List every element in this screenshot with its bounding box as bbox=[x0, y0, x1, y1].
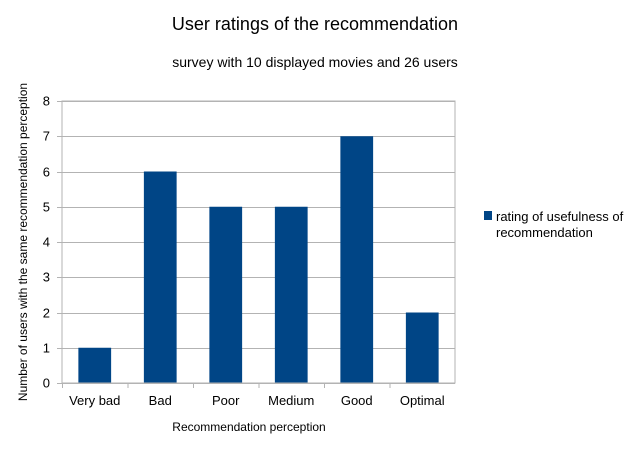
bars bbox=[78, 136, 439, 383]
y-tick-labels: 0 1 2 3 4 5 6 7 8 bbox=[43, 94, 50, 391]
bar-medium bbox=[274, 206, 308, 383]
y-tick-label: 7 bbox=[43, 129, 50, 144]
y-tick-label: 6 bbox=[43, 165, 50, 180]
y-tick-label: 5 bbox=[43, 200, 50, 215]
legend-label-line2: recommendation bbox=[496, 225, 593, 240]
x-tick-label: Bad bbox=[149, 393, 172, 408]
y-tick-label: 4 bbox=[43, 235, 50, 250]
legend: rating of usefulness of recommendation bbox=[484, 209, 624, 240]
x-axis-label: Recommendation perception bbox=[172, 420, 325, 434]
chart-subtitle: survey with 10 displayed movies and 26 u… bbox=[172, 54, 458, 70]
chart-title: User ratings of the recommendation bbox=[172, 14, 458, 34]
grid-lines bbox=[57, 101, 455, 384]
x-tick-label: Medium bbox=[268, 393, 314, 408]
y-tick-label: 3 bbox=[43, 270, 50, 285]
y-tick-label: 8 bbox=[43, 94, 50, 109]
x-tick-label: Optimal bbox=[400, 393, 445, 408]
bar-good bbox=[340, 136, 374, 383]
bar-poor bbox=[209, 206, 243, 383]
y-tick-label: 2 bbox=[43, 306, 50, 321]
y-tick-label: 1 bbox=[43, 341, 50, 356]
x-tick-labels: Very bad Bad Poor Medium Good Optimal bbox=[62, 383, 445, 408]
bar-optimal bbox=[405, 312, 439, 383]
x-tick-label: Very bad bbox=[69, 393, 120, 408]
y-tick-label: 0 bbox=[43, 376, 50, 391]
plot-area-frame bbox=[61, 100, 456, 384]
x-tick-label: Good bbox=[341, 393, 373, 408]
x-tick-label: Poor bbox=[212, 393, 240, 408]
bar-very-bad bbox=[78, 347, 112, 383]
y-axis-label: Number of users with the same recommenda… bbox=[16, 83, 30, 401]
legend-swatch bbox=[484, 211, 492, 220]
legend-label-line1: rating of usefulness of bbox=[496, 209, 624, 224]
bar-bad bbox=[143, 171, 177, 383]
